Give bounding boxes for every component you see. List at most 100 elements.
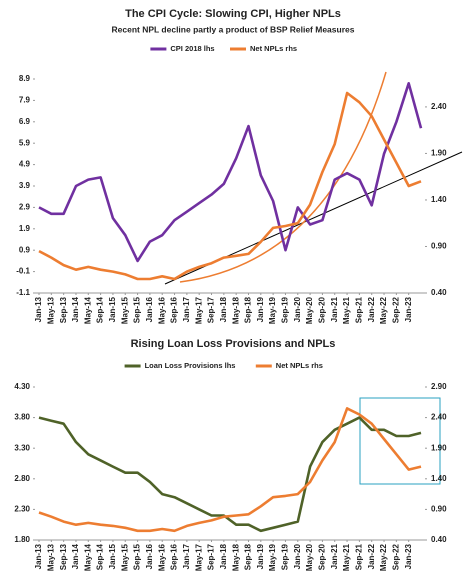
y2-tick-label: 2.40 (431, 413, 447, 422)
x-tick-label: Sep-14 (96, 296, 105, 323)
y-tick-label: 1.80 (14, 535, 30, 544)
x-tick-label: Jan-17 (182, 543, 191, 569)
x-tick-label: May-19 (268, 296, 277, 324)
x-tick-label: Jan-19 (256, 543, 265, 569)
y-tick-label: -0.1 (16, 267, 30, 276)
x-tick-label: Jan-13 (34, 296, 43, 322)
x-tick-label: Jan-14 (71, 543, 80, 569)
legend-label: Loan Loss Provisions lhs (145, 361, 236, 370)
x-tick-label: May-15 (120, 296, 129, 324)
series-line (38, 416, 422, 533)
y2-tick-label: 2.90 (431, 382, 447, 391)
y-tick-label: 4.30 (14, 382, 30, 391)
y-tick-label: 7.9 (19, 96, 31, 105)
y-tick-label: 2.80 (14, 474, 30, 483)
x-tick-label: Jan-17 (182, 296, 191, 322)
x-tick-label: Jan-20 (293, 543, 302, 569)
chart-subtitle: Recent NPL decline partly a product of B… (112, 24, 355, 34)
y-tick-label: 3.9 (19, 181, 31, 190)
x-tick-label: May-21 (342, 543, 351, 571)
x-tick-label: Jan-20 (293, 296, 302, 322)
x-tick-label: Sep-13 (59, 296, 68, 323)
y2-tick-label: 0.40 (431, 535, 447, 544)
x-tick-label: Sep-16 (170, 543, 179, 570)
x-tick-label: Jan-18 (219, 296, 228, 322)
x-tick-label: Jan-23 (404, 543, 413, 569)
series-line (38, 82, 423, 263)
x-tick-label: Jan-15 (108, 543, 117, 569)
x-tick-label: Sep-16 (170, 296, 179, 323)
x-tick-label: Jan-15 (108, 296, 117, 322)
y-tick-label: 3.30 (14, 443, 30, 452)
x-tick-label: May-17 (194, 543, 203, 571)
x-tick-label: Jan-16 (145, 296, 154, 322)
x-tick-label: May-19 (268, 543, 277, 571)
x-tick-label: Sep-17 (207, 543, 216, 570)
x-tick-label: Sep-21 (354, 296, 363, 323)
x-tick-label: Jan-19 (256, 296, 265, 322)
y2-tick-label: 0.90 (431, 242, 447, 251)
x-tick-label: May-22 (379, 296, 388, 324)
y2-tick-label: 1.40 (431, 474, 447, 483)
x-tick-label: Sep-13 (59, 543, 68, 570)
x-tick-label: May-13 (46, 296, 55, 324)
x-tick-label: May-21 (342, 296, 351, 324)
x-tick-label: Sep-19 (281, 296, 290, 323)
x-tick-label: Jan-16 (145, 543, 154, 569)
x-tick-label: May-20 (305, 296, 314, 324)
y-tick-label: 2.9 (19, 203, 31, 212)
x-tick-label: May-18 (231, 296, 240, 324)
y2-tick-label: 0.90 (431, 505, 447, 514)
highlight-box (359, 397, 441, 485)
x-tick-label: Jan-21 (330, 296, 339, 322)
y-tick-label: 0.9 (19, 245, 31, 254)
x-tick-label: Sep-20 (318, 543, 327, 570)
x-tick-label: Sep-15 (133, 543, 142, 570)
chart-title: Rising Loan Loss Provisions and NPLs (131, 338, 336, 350)
y-tick-label: 8.9 (19, 74, 31, 83)
y-tick-label: 2.30 (14, 505, 30, 514)
x-tick-label: May-17 (194, 296, 203, 324)
x-tick-label: Jan-18 (219, 543, 228, 569)
y2-tick-label: 1.90 (431, 443, 447, 452)
x-tick-label: Jan-22 (367, 543, 376, 569)
legend-label: Net NPLs rhs (276, 361, 323, 370)
x-tick-label: Sep-21 (354, 543, 363, 570)
x-tick-label: Sep-18 (244, 543, 253, 570)
x-tick-label: Jan-21 (330, 543, 339, 569)
x-tick-label: Sep-14 (96, 543, 105, 570)
y2-tick-label: 2.40 (431, 102, 447, 111)
x-tick-label: May-14 (83, 296, 92, 324)
y-tick-label: 5.9 (19, 138, 31, 147)
x-tick-label: Sep-22 (391, 543, 400, 570)
x-tick-label: Jan-13 (34, 543, 43, 569)
y2-tick-label: 0.40 (431, 288, 447, 297)
x-tick-label: May-16 (157, 296, 166, 324)
x-tick-label: Sep-19 (281, 543, 290, 570)
y-tick-label: 1.9 (19, 224, 31, 233)
y2-tick-label: 1.90 (431, 149, 447, 158)
series-line (38, 91, 422, 281)
x-tick-label: May-22 (379, 543, 388, 571)
x-tick-label: May-15 (120, 543, 129, 571)
chart-title: The CPI Cycle: Slowing CPI, Higher NPLs (125, 8, 341, 20)
x-tick-label: Sep-22 (391, 296, 400, 323)
x-tick-label: Sep-18 (244, 296, 253, 323)
x-tick-label: Sep-15 (133, 296, 142, 323)
x-tick-label: May-16 (157, 543, 166, 571)
y-tick-label: 4.9 (19, 160, 31, 169)
x-tick-label: Jan-22 (367, 296, 376, 322)
x-tick-label: Jan-23 (404, 296, 413, 322)
x-tick-label: May-13 (46, 543, 55, 571)
legend-label: Net NPLs rhs (250, 44, 297, 53)
x-tick-label: May-14 (83, 543, 92, 571)
x-tick-label: May-20 (305, 543, 314, 571)
y-tick-label: 6.9 (19, 117, 31, 126)
legend-label: CPI 2018 lhs (170, 44, 214, 53)
y-tick-label: 3.80 (14, 413, 30, 422)
y2-tick-label: 1.40 (431, 195, 447, 204)
x-tick-label: May-18 (231, 543, 240, 571)
y-tick-label: -1.1 (16, 288, 30, 297)
series-line (38, 407, 422, 533)
